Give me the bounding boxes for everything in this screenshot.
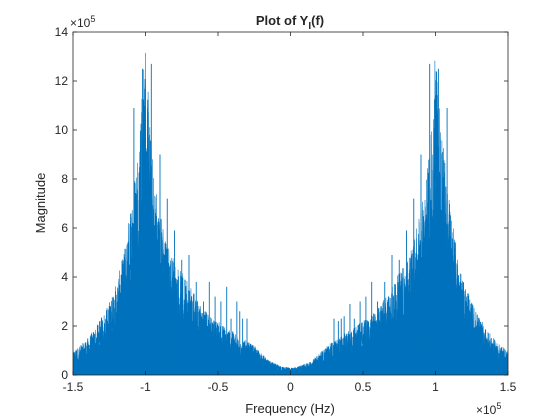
y-tick-label: 8 — [61, 172, 68, 186]
y-axis-multiplier-exponent: 5 — [90, 14, 95, 24]
y-tick-label: 4 — [61, 270, 68, 284]
x-tick-label: -0.5 — [208, 380, 229, 394]
x-tick-label: 1.5 — [500, 380, 517, 394]
y-tick-label: 10 — [55, 123, 69, 137]
series-magnitude — [73, 52, 508, 375]
y-tick-label: 0 — [61, 368, 68, 382]
y-tick-label: 12 — [55, 74, 69, 88]
x-tick-label: 1 — [432, 380, 439, 394]
y-tick-label: 14 — [55, 25, 69, 39]
y-axis: 0 2 4 6 8 10 12 14 — [55, 25, 508, 382]
x-tick-label: 0 — [287, 380, 294, 394]
chart-title-suffix: (f) — [311, 13, 324, 28]
y-tick-label: 6 — [61, 221, 68, 235]
x-axis-multiplier-exponent: 5 — [496, 401, 501, 411]
chart-title-subscript: I — [308, 21, 311, 32]
x-tick-label: -1.5 — [63, 380, 84, 394]
x-tick-label: -1 — [140, 380, 151, 394]
y-axis-multiplier: ×105 — [70, 14, 95, 30]
y-tick-label: 2 — [61, 319, 68, 333]
y-axis-label: Magnitude — [33, 173, 48, 234]
x-tick-label: 0.5 — [355, 380, 372, 394]
x-axis: -1.5 -1 -0.5 0 0.5 1 1.5 — [63, 32, 517, 394]
x-axis-label: Frequency (Hz) — [245, 401, 335, 416]
x-axis-multiplier: ×105 — [476, 401, 501, 417]
chart-title: Plot of YI(f) — [256, 13, 324, 32]
